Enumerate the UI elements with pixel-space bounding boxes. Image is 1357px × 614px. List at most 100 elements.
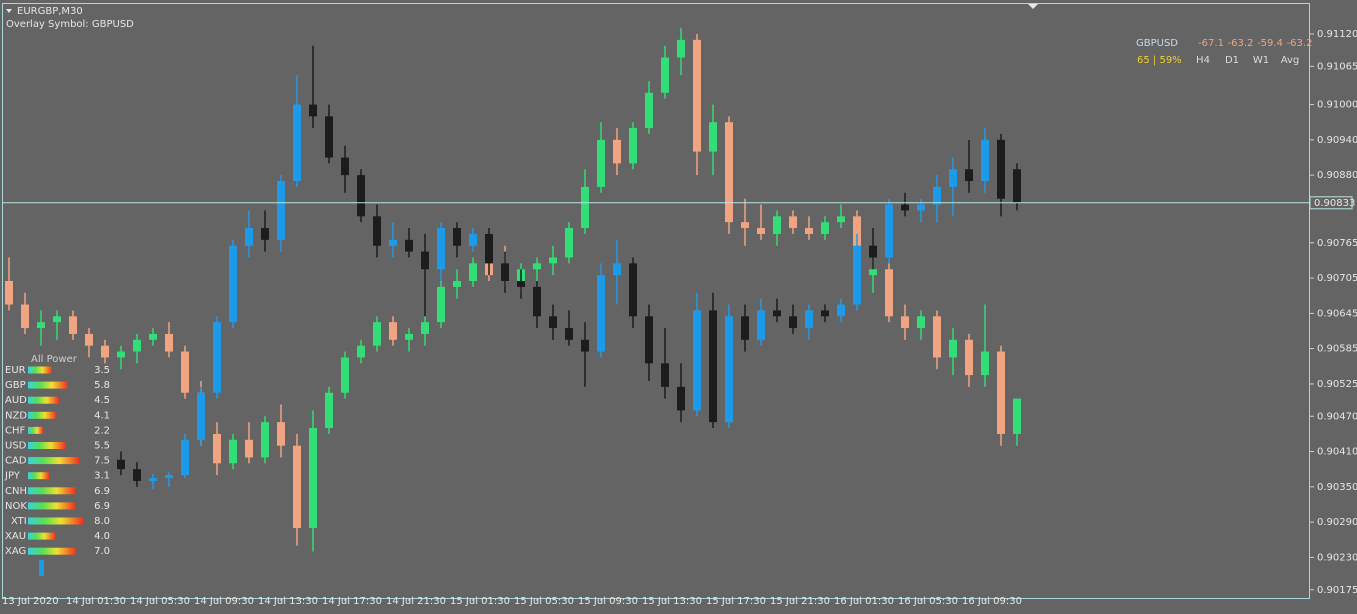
candle-body xyxy=(821,310,829,317)
candle-body xyxy=(773,216,781,234)
candle-body xyxy=(965,339,973,376)
candle-body xyxy=(997,139,1005,199)
candle-body xyxy=(581,186,589,229)
panel-title: All Power xyxy=(31,354,78,365)
candle-body xyxy=(933,186,941,205)
candle-body xyxy=(1013,169,1021,203)
candle-body xyxy=(229,245,237,323)
power-bar xyxy=(28,472,50,480)
power-value: 7.5 xyxy=(94,456,110,467)
x-tick-label: 14 Jul 01:30 xyxy=(66,596,126,607)
candle-body xyxy=(5,281,13,305)
info-value: -67.1 xyxy=(1198,38,1224,49)
candle-body xyxy=(773,310,781,317)
power-bar xyxy=(28,502,76,510)
y-tick-label: 0.90525 xyxy=(1317,379,1357,390)
candle-body xyxy=(757,310,765,340)
candle-body xyxy=(789,316,797,329)
power-bar xyxy=(28,532,56,540)
candle-body xyxy=(693,39,701,152)
currency-label: XAG xyxy=(5,546,26,557)
candle-body xyxy=(661,363,669,387)
candle-body xyxy=(373,216,381,246)
candle-body xyxy=(421,251,429,270)
candle-body xyxy=(981,351,989,376)
candle-body xyxy=(37,322,45,329)
candle-body xyxy=(117,351,125,358)
candle-body xyxy=(645,316,653,364)
candle-body xyxy=(325,116,333,158)
candle-body xyxy=(181,351,189,393)
candle-body xyxy=(725,316,733,423)
candle-body xyxy=(549,257,557,264)
currency-label: EUR xyxy=(5,365,26,376)
panel-marker xyxy=(39,560,44,576)
candle-body xyxy=(997,351,1005,434)
y-tick-label: 0.90230 xyxy=(1317,552,1357,563)
candle-body xyxy=(869,269,877,276)
x-tick-label: 16 Jul 09:30 xyxy=(962,596,1022,607)
candle-body xyxy=(933,316,941,358)
power-bar xyxy=(28,411,57,419)
power-bar xyxy=(28,366,53,374)
candle-body xyxy=(245,228,253,246)
x-tick-label: 13 Jul 2020 xyxy=(2,596,59,607)
candle-body xyxy=(853,245,861,305)
candle-body xyxy=(229,439,237,464)
candle-body xyxy=(469,233,477,246)
candle-body xyxy=(741,222,749,229)
power-bar xyxy=(28,381,68,389)
power-bar xyxy=(28,396,59,404)
info-score: 65 | 59% xyxy=(1137,55,1182,66)
currency-label: GBP xyxy=(5,380,26,391)
candle-body xyxy=(197,392,205,440)
x-tick-label: 14 Jul 09:30 xyxy=(194,596,254,607)
candle-body xyxy=(453,281,461,287)
candle-body xyxy=(357,345,365,358)
current-price-label: 0.90833 xyxy=(1314,198,1355,209)
x-tick-label: 14 Jul 13:30 xyxy=(258,596,318,607)
y-tick-label: 0.90470 xyxy=(1317,411,1357,422)
x-tick-label: 16 Jul 05:30 xyxy=(898,596,958,607)
power-bar xyxy=(28,426,44,434)
candle-body xyxy=(981,139,989,182)
candle-body xyxy=(885,204,893,258)
candle-body xyxy=(85,333,93,346)
y-tick-label: 0.90290 xyxy=(1317,517,1357,528)
candle-body xyxy=(405,333,413,340)
power-bar xyxy=(28,442,66,449)
info-period: W1 xyxy=(1253,55,1269,66)
info-period: H4 xyxy=(1196,55,1210,66)
candle-body xyxy=(261,422,269,458)
chart-subtitle: Overlay Symbol: GBPUSD xyxy=(6,19,134,30)
power-value: 3.5 xyxy=(94,365,110,376)
candle-body xyxy=(629,263,637,317)
x-tick-label: 14 Jul 21:30 xyxy=(386,596,446,607)
candle-body xyxy=(837,304,845,317)
candle-body xyxy=(405,239,413,252)
info-symbol: GBPUSD xyxy=(1136,38,1178,49)
power-value: 5.5 xyxy=(94,441,110,452)
info-value: -63.2 xyxy=(1287,38,1313,49)
candle-body xyxy=(565,228,573,258)
candle-body xyxy=(805,228,813,234)
candle-body xyxy=(165,333,173,352)
candle-body xyxy=(869,245,877,258)
candle-body xyxy=(261,228,269,240)
candle-body xyxy=(789,216,797,229)
candle-body xyxy=(165,475,173,479)
candle-body xyxy=(341,357,349,393)
candle-body xyxy=(117,459,125,470)
candle-body xyxy=(453,228,461,246)
candle-body xyxy=(389,239,397,246)
candle-body xyxy=(517,281,525,287)
x-tick-label: 15 Jul 05:30 xyxy=(514,596,574,607)
menu-arrow xyxy=(6,9,12,13)
candle-body xyxy=(805,310,813,329)
candle-body xyxy=(549,316,557,329)
currency-label: CHF xyxy=(5,425,26,436)
candle-body xyxy=(341,157,349,176)
candle-body xyxy=(1013,398,1021,434)
candle-body xyxy=(53,316,61,323)
